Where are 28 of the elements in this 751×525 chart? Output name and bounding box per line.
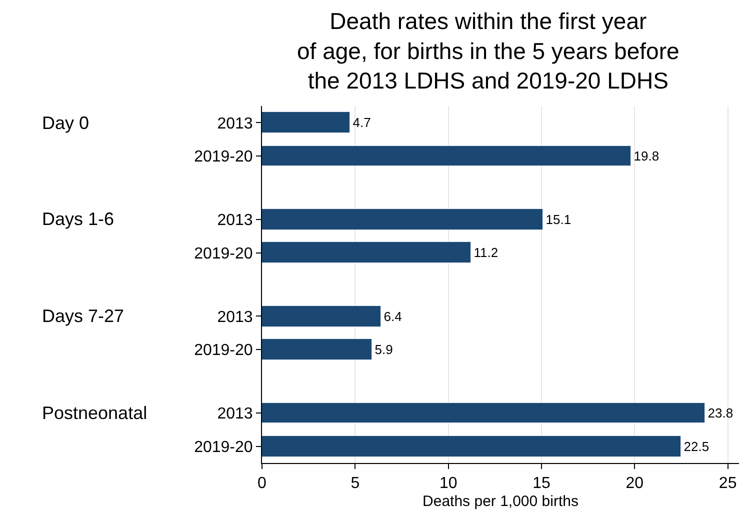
data-label: 19.8 xyxy=(634,148,660,164)
text: Postneonatal xyxy=(42,403,148,423)
text: Days 7-27 xyxy=(42,306,124,326)
y-tick-label: 2013 xyxy=(217,212,253,230)
data-label: 4.7 xyxy=(352,114,371,130)
y-tick-label: 2019-20 xyxy=(194,342,253,360)
data-label: 22.5 xyxy=(684,438,710,454)
text: Day 0 xyxy=(42,113,90,133)
data-label: 15.1 xyxy=(546,212,572,227)
x-tick-label: 25 xyxy=(718,475,737,492)
x-tick-label: 5 xyxy=(350,475,360,492)
data-label: 5.9 xyxy=(374,342,393,357)
y-tick-label: 2013 xyxy=(217,406,253,423)
x-tick-label: 20 xyxy=(626,475,644,492)
data-label: 23.8 xyxy=(708,405,734,420)
y-tick-label: 2019-20 xyxy=(194,438,253,456)
y-tick-label: 2019-20 xyxy=(194,148,253,166)
x-tick-label: 15 xyxy=(532,475,550,492)
y-tick-label: 2019-20 xyxy=(194,245,253,262)
text: Days 1-6 xyxy=(42,209,114,229)
data-label: 6.4 xyxy=(384,308,402,324)
y-tick-label: 2013 xyxy=(217,115,253,132)
x-tick-label: 10 xyxy=(439,475,458,492)
x-axis-title: Deaths per 1,000 births xyxy=(422,493,578,510)
data-label: 11.2 xyxy=(474,244,498,260)
chart-title: Death rates within the first year of age, for births in the 5 years before the 2013 LDHS and 2019-20 LDHS xyxy=(297,8,680,94)
y-tick-label: 2013 xyxy=(217,308,253,326)
x-tick-label: 0 xyxy=(258,475,267,492)
